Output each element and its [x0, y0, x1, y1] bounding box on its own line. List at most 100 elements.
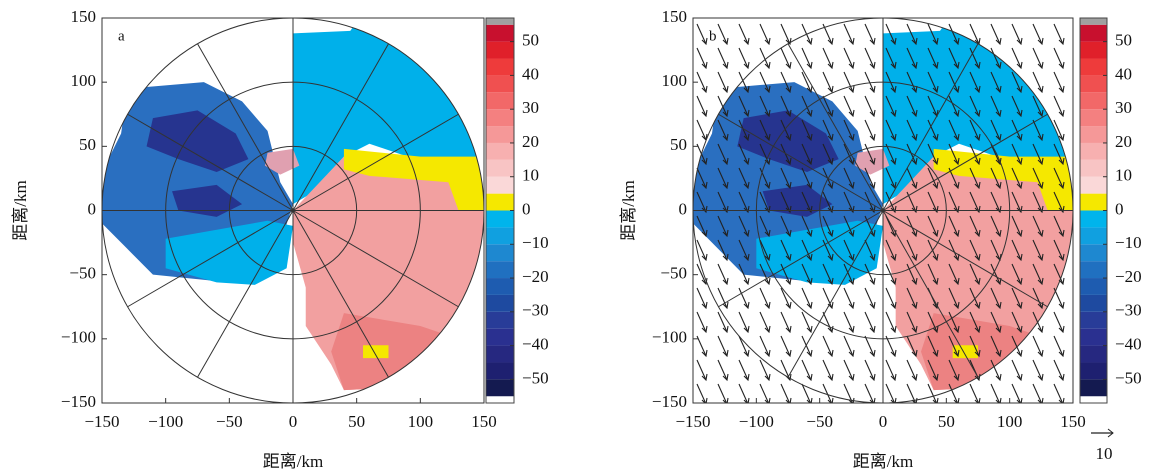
wind-arrow [948, 383, 959, 403]
wind-arrow [1032, 23, 1043, 45]
wind-arrow [969, 23, 980, 45]
wind-arrow [906, 359, 917, 381]
wind-arrow [864, 143, 875, 165]
colorbar-bin [486, 362, 514, 380]
wind-arrow [717, 119, 728, 141]
wind-arrow [1011, 263, 1022, 285]
wind-arrow [780, 215, 791, 237]
colorbar-tick-label: 0 [522, 199, 531, 218]
colorbar-bin [1080, 278, 1107, 295]
wind-arrow [759, 143, 770, 165]
wind-arrow [843, 191, 854, 213]
wind-arrow [801, 167, 812, 189]
wind-arrow [906, 143, 917, 165]
wind-arrow [780, 239, 791, 261]
wind-arrow [990, 95, 1001, 117]
echo-field [102, 18, 484, 391]
y-tick-label: 100 [71, 71, 97, 90]
x-tick-label: 150 [1060, 412, 1086, 431]
scale-arrowhead [1107, 428, 1114, 438]
colorbar-bin [1080, 176, 1107, 194]
colorbar-bin [1080, 345, 1107, 363]
wind-arrow [738, 383, 749, 403]
wind-arrow [990, 215, 1001, 237]
wind-arrow [948, 191, 959, 213]
x-tick-label: 0 [879, 412, 888, 431]
colorbar-tick-label: 20 [522, 132, 539, 151]
wind-arrow [864, 167, 875, 189]
wind-arrow [738, 287, 749, 309]
wind-arrow [948, 95, 959, 117]
colorbar-tick-label: 50 [522, 31, 539, 50]
wind-arrow [906, 71, 917, 93]
wind-arrow [801, 71, 812, 93]
y-tick-label: −100 [652, 328, 687, 347]
wind-arrow [780, 23, 791, 45]
wind-arrow [864, 239, 875, 261]
wind-arrow [885, 359, 896, 381]
wind-arrow [696, 71, 707, 93]
wind-arrow [759, 191, 770, 213]
colorbar-bin [486, 159, 514, 177]
wind-arrow [1053, 71, 1064, 93]
wind-arrow [738, 311, 749, 333]
wind-arrow [780, 311, 791, 333]
wind-arrow [990, 191, 1001, 213]
echo-region [165, 220, 293, 285]
wind-arrow [843, 167, 854, 189]
colorbar-bin [486, 142, 514, 160]
wind-arrow [696, 335, 707, 357]
wind-arrow [927, 359, 938, 381]
wind-arrow [843, 335, 854, 357]
wind-arrow [696, 311, 707, 333]
wind-arrow [822, 191, 833, 213]
wind-arrow [843, 119, 854, 141]
x-tick-label: 100 [408, 412, 434, 431]
radial-line [292, 113, 459, 211]
wind-arrow [969, 95, 980, 117]
wind-arrow [864, 311, 875, 333]
wind-arrow [843, 71, 854, 93]
radial-line [292, 43, 389, 211]
wind-arrow [1032, 239, 1043, 261]
wind-arrow [969, 191, 980, 213]
colorbar-bin [486, 261, 514, 279]
wind-arrow [1032, 263, 1043, 285]
wind-arrow [822, 287, 833, 309]
wind-arrow [927, 215, 938, 237]
wind-arrow [696, 215, 707, 237]
wind-arrow [738, 359, 749, 381]
wind-arrow [738, 71, 749, 93]
radial-line [882, 210, 979, 378]
radial-line [197, 210, 294, 378]
wind-arrow [822, 335, 833, 357]
wind-arrow [1032, 383, 1043, 403]
x-tick-label: −150 [84, 412, 119, 431]
wind-arrow [1011, 23, 1022, 45]
scale-label: 10 [1096, 444, 1113, 463]
wind-arrow [801, 95, 812, 117]
wind-arrow [843, 95, 854, 117]
y-tick-label: 150 [662, 7, 688, 26]
colorbar-bin [486, 278, 514, 295]
wind-arrow [738, 215, 749, 237]
wind-arrow [864, 23, 875, 45]
wind-arrow [1011, 383, 1022, 403]
colorbar-bin [486, 193, 514, 211]
wind-arrow [822, 143, 833, 165]
colorbar-tick-label: −50 [1115, 368, 1142, 387]
colorbar-bin [1080, 210, 1107, 228]
wind-arrow [738, 47, 749, 69]
radial-line [787, 210, 884, 378]
wind-arrow [969, 263, 980, 285]
x-tick-label: −100 [739, 412, 774, 431]
wind-arrow [906, 95, 917, 117]
x-tick-label: −150 [675, 412, 710, 431]
colorbar-bin [486, 58, 514, 76]
colorbar-bin [1080, 379, 1107, 397]
wind-arrow [717, 215, 728, 237]
wind-arrow [906, 335, 917, 357]
colorbar-bin [486, 244, 514, 262]
wind-arrow [990, 119, 1001, 141]
wind-arrow [717, 359, 728, 381]
